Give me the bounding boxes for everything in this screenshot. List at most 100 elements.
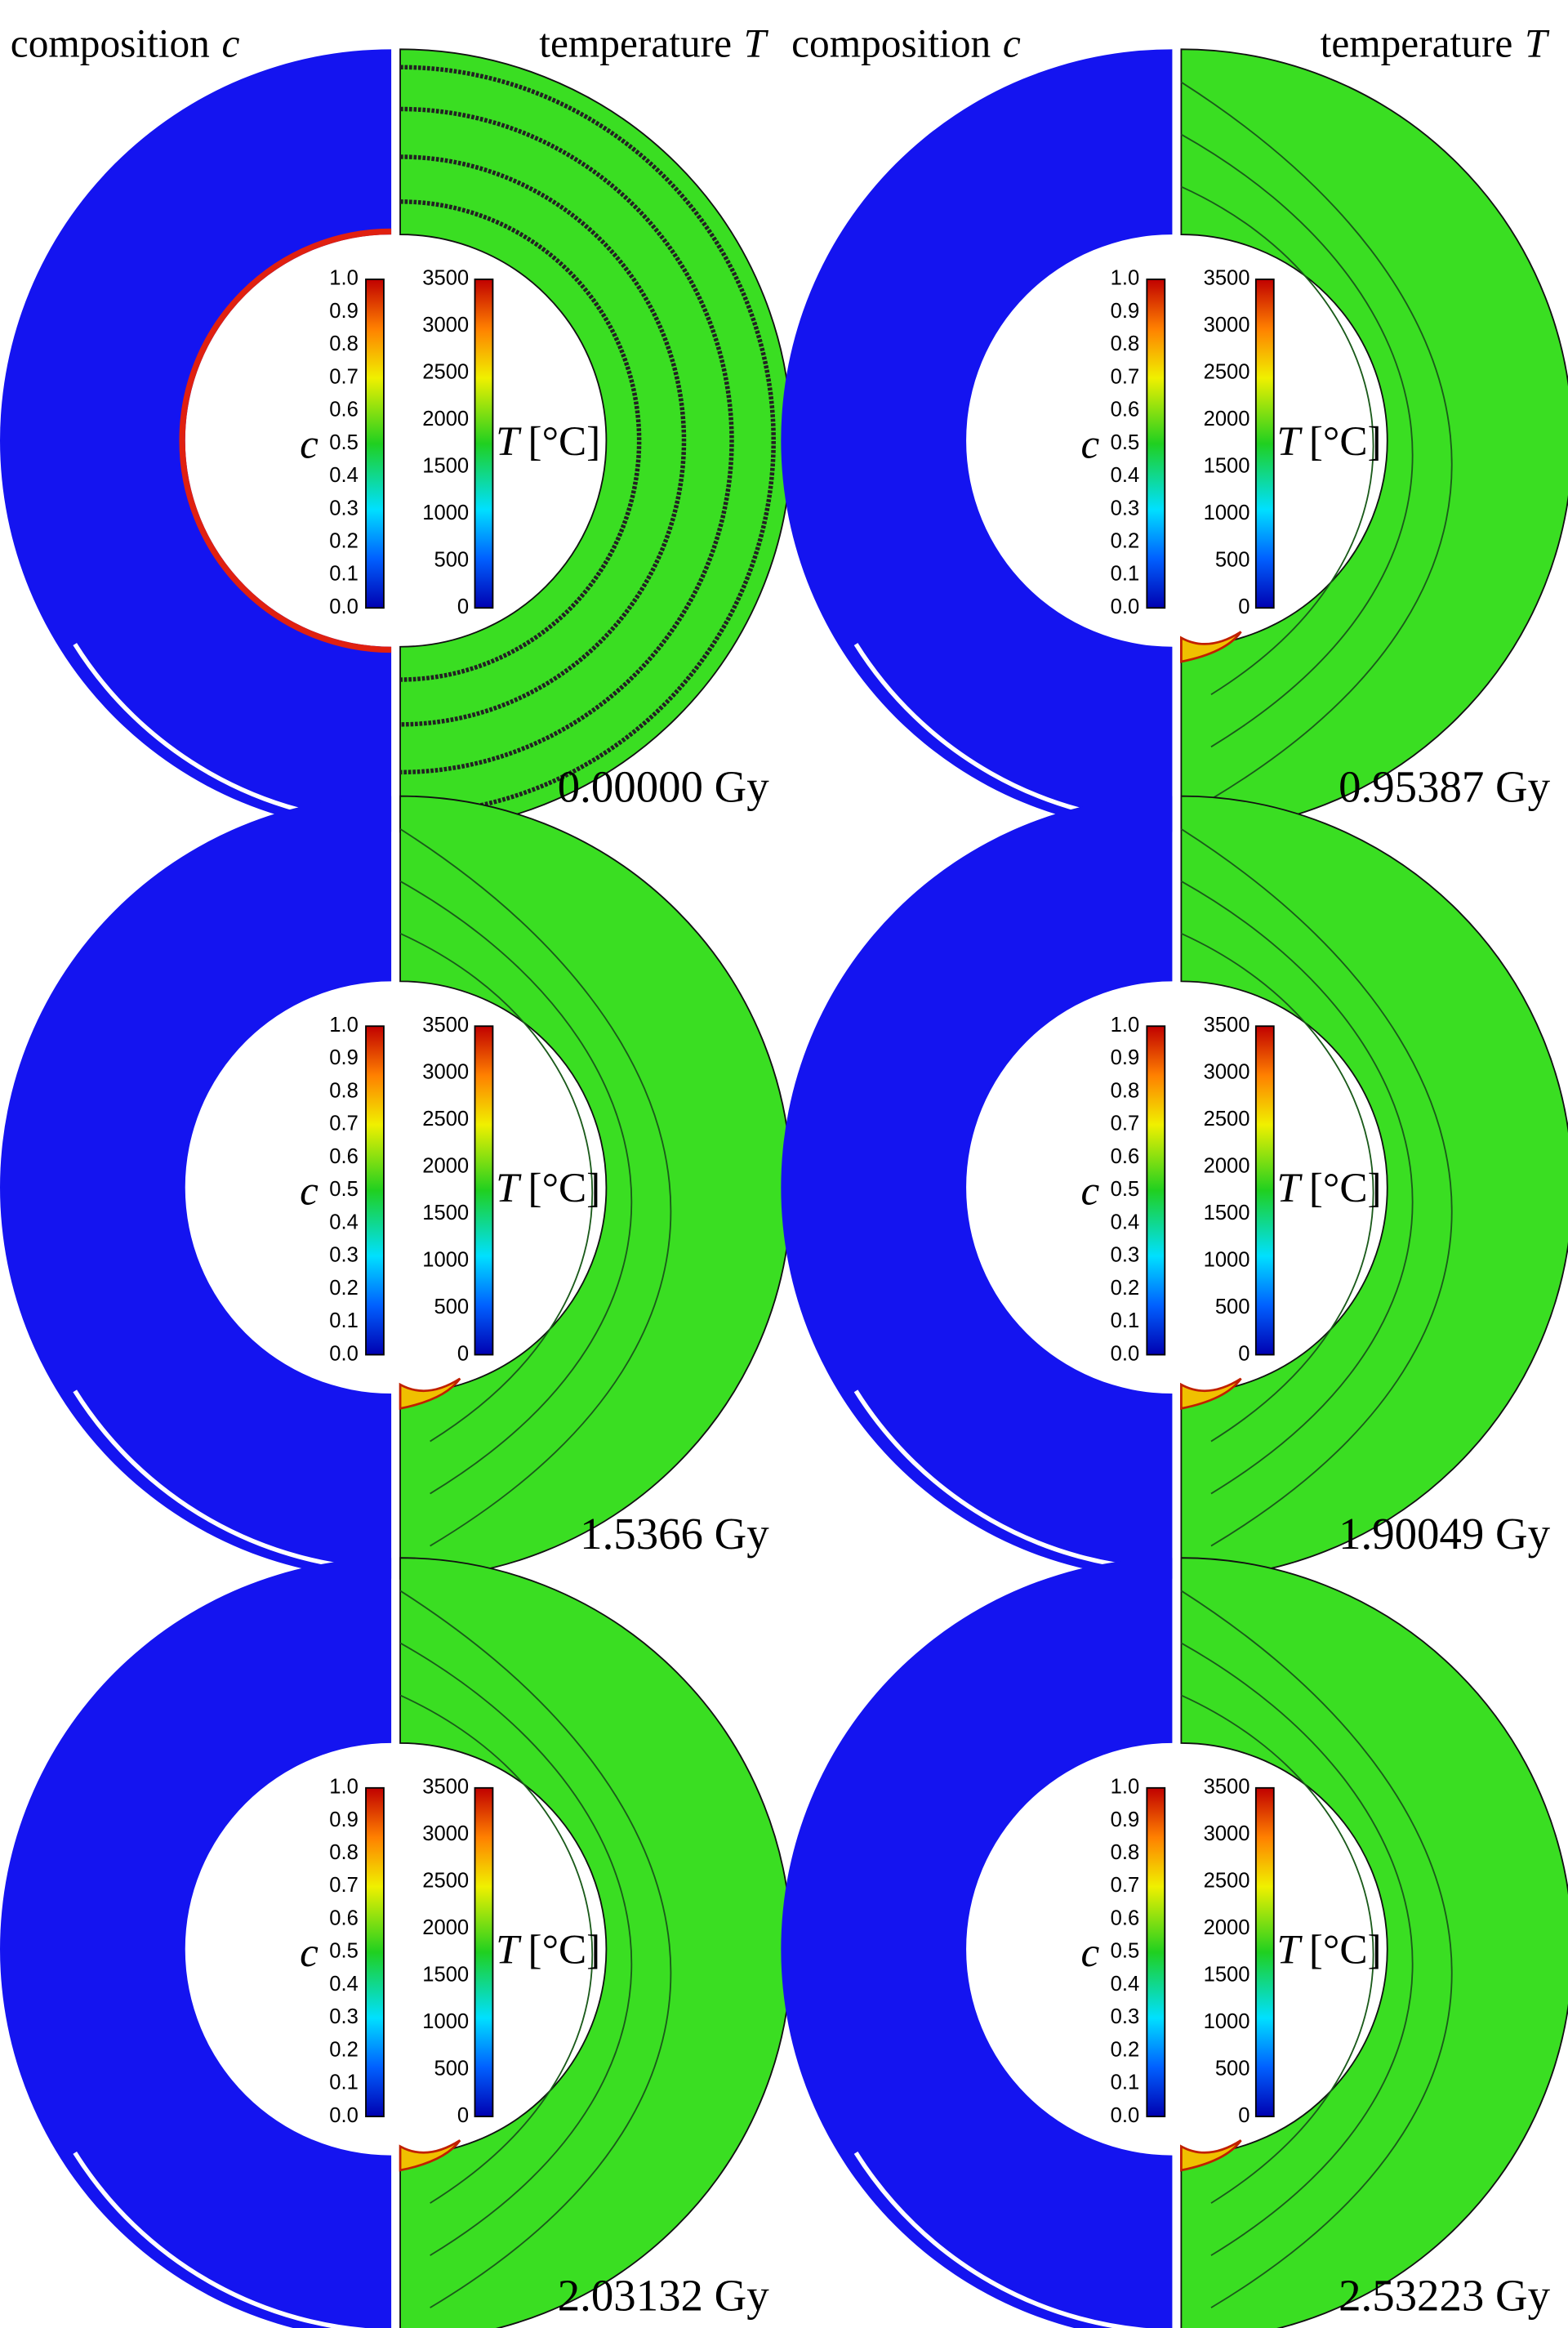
c-colorbar — [1146, 1786, 1166, 2117]
c-tick-label: 1.0 — [329, 267, 359, 290]
T-colorbar — [474, 279, 494, 609]
T-tick-label: 2500 — [1204, 1869, 1250, 1892]
c-tick-label: 0.2 — [1111, 1277, 1140, 1300]
T-symbol-text: T — [1276, 1927, 1303, 1973]
c-tick-label: 0.8 — [329, 1841, 359, 1864]
column-header: temperature T — [1321, 21, 1550, 66]
header-symbol: T — [744, 21, 769, 66]
contour-ring — [400, 106, 734, 775]
c-tick-label: 0.6 — [329, 1145, 359, 1168]
c-tick-label: 0.8 — [1111, 1079, 1140, 1102]
T-tick-label: 0 — [457, 2104, 469, 2127]
T-tick-label: 3000 — [1204, 1060, 1250, 1083]
T-colorbar — [1254, 1786, 1275, 2117]
c-tick-label: 0.1 — [329, 1309, 359, 1332]
T-unit: [°C] — [528, 1927, 601, 1973]
c-symbol: c — [300, 421, 318, 467]
c-tick-label: 0.0 — [329, 595, 359, 618]
c-tick-label: 0.8 — [1111, 332, 1140, 355]
temperature-field — [399, 1557, 792, 2328]
T-tick-label: 1000 — [1204, 1248, 1250, 1271]
T-tick-label: 2000 — [422, 408, 469, 430]
temperature-field — [1180, 795, 1568, 1580]
c-symbol: c — [1080, 1929, 1099, 1976]
c-tick-label: 0.5 — [329, 431, 359, 454]
c-tick-label: 0.6 — [1111, 1145, 1140, 1168]
hot-plume — [1180, 631, 1242, 663]
T-tick-label: 500 — [434, 1296, 469, 1318]
T-tick-label: 2000 — [422, 1916, 469, 1939]
T-symbol-text: T — [496, 1165, 522, 1211]
time-label: 0.95387 Gy — [1339, 762, 1551, 812]
c-symbol: c — [1080, 1168, 1099, 1215]
c-tick-label: 0.2 — [1111, 530, 1140, 553]
c-tick-label: 0.4 — [1111, 464, 1140, 487]
c-tick-label: 0.2 — [329, 1277, 359, 1300]
T-tick-label: 3000 — [422, 1060, 469, 1083]
c-tick-label: 1.0 — [1111, 1776, 1140, 1799]
composition-field — [0, 1558, 392, 2328]
contour-line — [1180, 1642, 1414, 2256]
T-tick-label: 3500 — [422, 1014, 469, 1037]
c-tick-label: 0.9 — [329, 1808, 359, 1831]
c-tick-label: 0.0 — [329, 1342, 359, 1365]
header-text: temperature — [1321, 21, 1513, 66]
c-tick-label: 0.4 — [329, 1973, 359, 1996]
time-label: 1.5366 Gy — [580, 1509, 769, 1559]
c-tick-label: 0.4 — [1111, 1973, 1140, 1996]
T-symbol: T [°C] — [1276, 418, 1381, 465]
T-tick-label: 2500 — [422, 1108, 469, 1131]
c-tick-label: 0.2 — [329, 2038, 359, 2061]
T-tick-label: 500 — [1215, 549, 1250, 572]
c-tick-label: 0.7 — [1111, 365, 1140, 388]
composition-field — [0, 796, 392, 1579]
composition-field — [781, 1558, 1173, 2328]
contour-ring — [400, 65, 776, 817]
T-tick-label: 3000 — [1204, 1822, 1250, 1845]
composition-field — [0, 49, 392, 832]
T-tick-label: 2000 — [1204, 1154, 1250, 1177]
c-tick-label: 0.1 — [329, 2072, 359, 2094]
T-symbol: T [°C] — [1276, 1927, 1381, 1973]
contour-line — [1180, 828, 1453, 1547]
T-colorbar — [474, 1025, 494, 1356]
T-tick-label: 0 — [457, 1342, 469, 1365]
hot-plume — [1180, 1377, 1242, 1411]
c-colorbar — [365, 1025, 385, 1356]
T-tick-label: 1500 — [1204, 455, 1250, 478]
contour-line — [399, 933, 594, 1443]
c-tick-label: 0.0 — [1111, 1342, 1140, 1365]
header-text: temperature — [539, 21, 732, 66]
c-tick-label: 0.4 — [329, 1211, 359, 1233]
T-tick-label: 1500 — [422, 1202, 469, 1224]
temperature-field — [399, 48, 792, 833]
c-tick-label: 0.8 — [329, 332, 359, 355]
c-tick-label: 1.0 — [329, 1776, 359, 1799]
hot-plume — [399, 2139, 461, 2172]
contour-line — [1180, 81, 1453, 801]
hot-plume — [399, 1377, 461, 1411]
c-tick-label: 0.5 — [1111, 431, 1140, 454]
T-tick-label: 3500 — [422, 1776, 469, 1799]
contour-line — [1181, 1694, 1374, 2204]
contour-line — [399, 828, 672, 1547]
c-tick-label: 0.8 — [1111, 1841, 1140, 1864]
T-unit: [°C] — [1309, 418, 1382, 465]
T-symbol: T [°C] — [496, 418, 600, 465]
T-symbol-text: T — [496, 1927, 522, 1973]
plate-outline — [853, 2151, 1147, 2328]
T-tick-label: 3000 — [422, 1822, 469, 1845]
time-label: 2.53223 Gy — [1339, 2271, 1551, 2321]
c-tick-label: 0.7 — [329, 365, 359, 388]
c-symbol: c — [1080, 421, 1099, 467]
T-tick-label: 2000 — [1204, 1916, 1250, 1939]
contour-line — [1181, 933, 1374, 1443]
c-tick-label: 0.1 — [1111, 1309, 1140, 1332]
c-tick-label: 0.1 — [1111, 563, 1140, 586]
time-label: 2.03132 Gy — [558, 2271, 770, 2321]
c-tick-label: 1.0 — [1111, 267, 1140, 290]
c-tick-label: 0.3 — [329, 1244, 359, 1267]
c-tick-label: 0.9 — [1111, 1046, 1140, 1069]
T-tick-label: 3500 — [422, 267, 469, 290]
